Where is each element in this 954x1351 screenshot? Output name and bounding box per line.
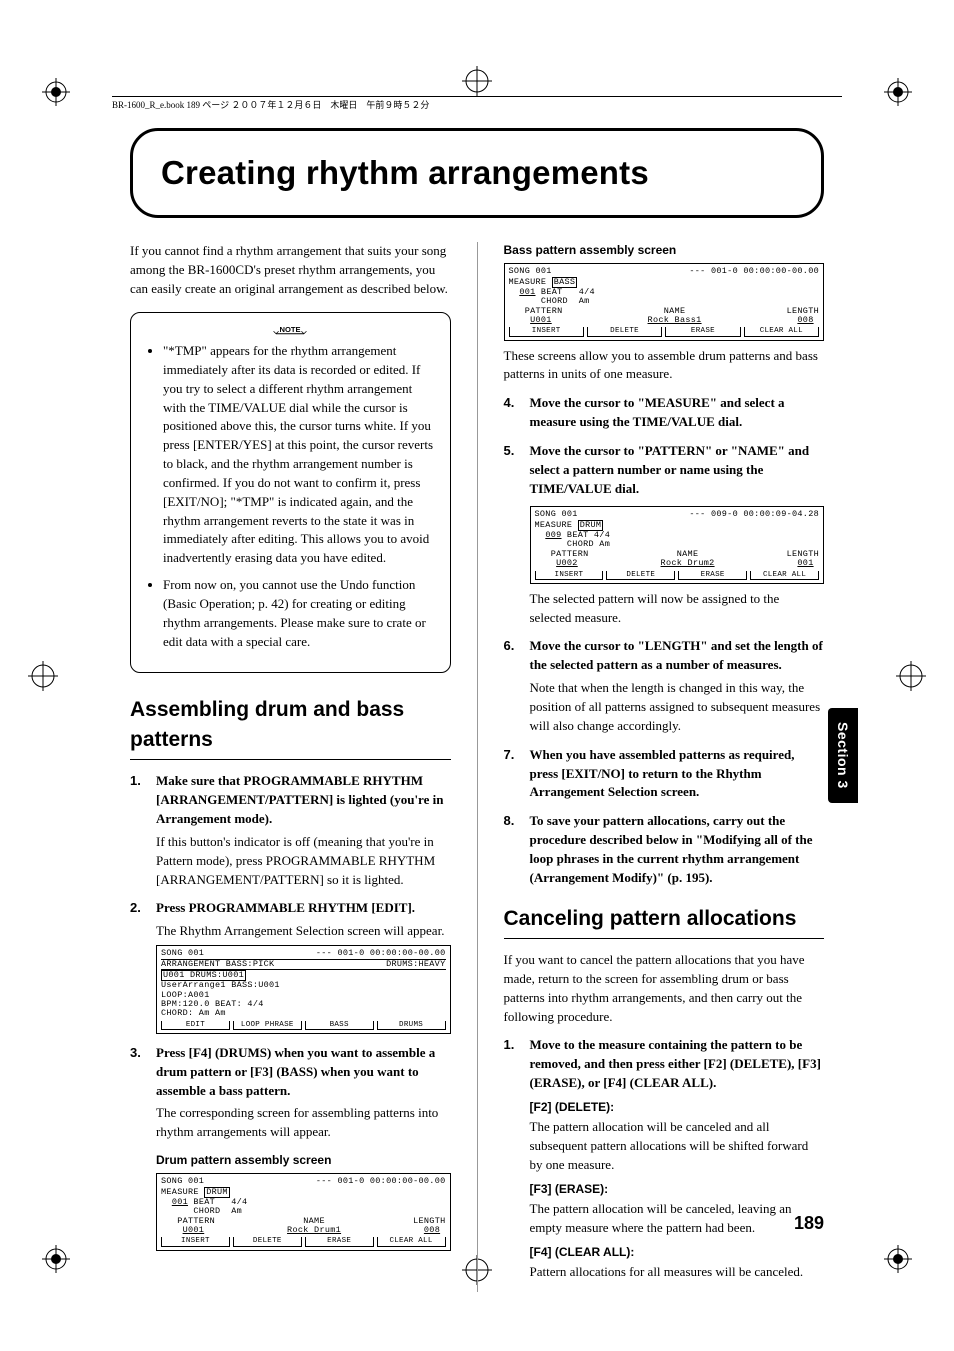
svg-text:NOTE: NOTE [280,325,301,334]
section-heading-assembling: Assembling drum and bass patterns [130,695,451,761]
step-head: Move the cursor to "PATTERN" or "NAME" a… [530,442,825,499]
step-6: Move the cursor to "LENGTH" and set the … [504,637,825,735]
step-head: To save your pattern allocations, carry … [530,812,825,887]
column-divider [477,242,478,1292]
lcd-pattern-screen: SONG 001--- 009-0 00:00:09-04.28 MEASURE… [530,506,825,583]
bass-screen-caption: Bass pattern assembly screen [504,242,825,259]
crop-mark-icon [42,78,70,106]
crop-mark-icon [884,1245,912,1273]
step-7: When you have assembled patterns as requ… [504,746,825,803]
step-body: Note that when the length is changed in … [530,679,825,736]
crop-mark-icon [42,1245,70,1273]
lcd-bass-screen: SONG 001--- 001-0 00:00:00-00.00 MEASURE… [504,263,825,340]
step-body: The Rhythm Arrangement Selection screen … [156,922,451,941]
step-8: To save your pattern allocations, carry … [504,812,825,887]
step-1: Move to the measure containing the patte… [504,1036,825,1282]
note-box: NOTE "*TMP" appears for the rhythm arran… [130,312,451,672]
f4-label: [F4] (CLEAR ALL): [530,1244,825,1261]
body-text: The pattern allocation will be canceled … [530,1118,825,1175]
note-item: "*TMP" appears for the rhythm arrangemen… [163,342,436,568]
register-mark-icon [462,66,492,96]
body-text: The pattern allocation will be canceled,… [530,1200,825,1238]
step-body: The corresponding screen for assembling … [156,1104,451,1142]
body-text: Pattern allocations for all measures wil… [530,1263,825,1282]
body-text: These screens allow you to assemble drum… [504,347,825,385]
note-item: From now on, you cannot use the Undo fun… [163,576,436,651]
note-icon: NOTE [271,323,309,336]
step-3: Press [F4] (DRUMS) when you want to asse… [130,1044,451,1251]
page-title: Creating rhythm arrangements [161,149,649,197]
section-tab: Section 3 [828,708,858,803]
step-head: Press [F4] (DRUMS) when you want to asse… [156,1044,451,1101]
step-body: The selected pattern will now be assigne… [530,590,825,628]
step-5: Move the cursor to "PATTERN" or "NAME" a… [504,442,825,628]
page-title-box: Creating rhythm arrangements [130,128,824,218]
step-head: Press PROGRAMMABLE RHYTHM [EDIT]. [156,899,451,918]
step-2: Press PROGRAMMABLE RHYTHM [EDIT]. The Rh… [130,899,451,1033]
step-head: Move to the measure containing the patte… [530,1036,825,1093]
step-head: Move the cursor to "MEASURE" and select … [530,394,825,432]
lcd-drum-screen: SONG 001--- 001-0 00:00:00-00.00 MEASURE… [156,1173,451,1250]
step-head: Make sure that PROGRAMMABLE RHYTHM [ARRA… [156,772,451,829]
step-4: Move the cursor to "MEASURE" and select … [504,394,825,432]
section-heading-canceling: Canceling pattern allocations [504,904,825,939]
register-mark-icon [28,661,58,691]
step-1: Make sure that PROGRAMMABLE RHYTHM [ARRA… [130,772,451,889]
f2-label: [F2] (DELETE): [530,1099,825,1116]
print-header: BR-1600_R_e.book 189 ページ ２００７年１２月６日 木曜日 … [112,96,842,112]
step-head: Move the cursor to "LENGTH" and set the … [530,637,825,675]
intro-text: If you cannot find a rhythm arrangement … [130,242,451,299]
lcd-arrangement-screen: SONG 001--- 001-0 00:00:00-00.00 ARRANGE… [156,945,451,1034]
crop-mark-icon [884,78,912,106]
register-mark-icon [896,661,926,691]
step-body: If this button's indicator is off (meani… [156,833,451,890]
page-number: 189 [794,1210,824,1236]
drum-screen-caption: Drum pattern assembly screen [156,1152,451,1169]
body-text: If you want to cancel the pattern alloca… [504,951,825,1026]
f3-label: [F3] (ERASE): [530,1181,825,1198]
step-head: When you have assembled patterns as requ… [530,746,825,803]
